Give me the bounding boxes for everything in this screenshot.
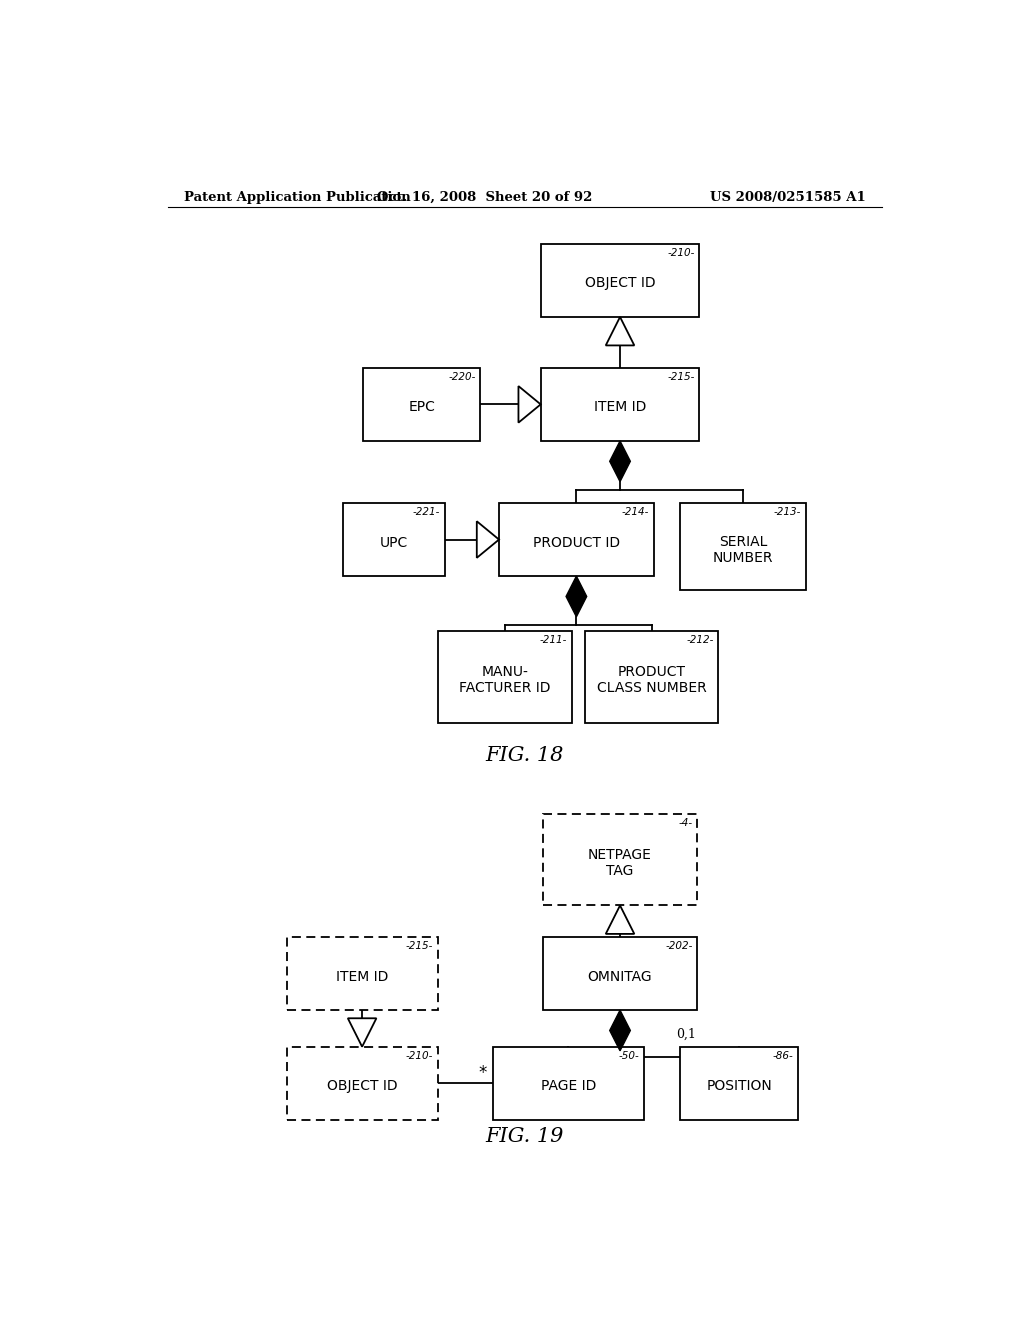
Text: -211-: -211- bbox=[540, 635, 567, 645]
Text: MANU-
FACTURER ID: MANU- FACTURER ID bbox=[459, 665, 551, 694]
FancyBboxPatch shape bbox=[541, 368, 699, 441]
Text: -221-: -221- bbox=[413, 507, 440, 517]
Polygon shape bbox=[477, 521, 499, 558]
Text: -210-: -210- bbox=[406, 1051, 433, 1061]
Text: OBJECT ID: OBJECT ID bbox=[327, 1080, 397, 1093]
FancyBboxPatch shape bbox=[680, 1047, 798, 1119]
Text: -202-: -202- bbox=[666, 941, 692, 950]
FancyBboxPatch shape bbox=[287, 937, 437, 1010]
Text: -4-: -4- bbox=[679, 818, 692, 828]
Polygon shape bbox=[606, 317, 634, 346]
Text: -214-: -214- bbox=[622, 507, 649, 517]
Text: EPC: EPC bbox=[409, 400, 435, 414]
Text: ITEM ID: ITEM ID bbox=[594, 400, 646, 414]
FancyBboxPatch shape bbox=[438, 631, 571, 722]
FancyBboxPatch shape bbox=[343, 503, 444, 576]
Text: SERIAL
NUMBER: SERIAL NUMBER bbox=[713, 535, 773, 565]
Text: FIG. 19: FIG. 19 bbox=[485, 1127, 564, 1146]
Text: PAGE ID: PAGE ID bbox=[541, 1080, 596, 1093]
Text: Oct. 16, 2008  Sheet 20 of 92: Oct. 16, 2008 Sheet 20 of 92 bbox=[378, 190, 593, 203]
Text: ITEM ID: ITEM ID bbox=[336, 970, 388, 983]
Text: -215-: -215- bbox=[668, 372, 694, 381]
Text: *: * bbox=[478, 1064, 487, 1082]
Text: -212-: -212- bbox=[686, 635, 714, 645]
Text: -50-: -50- bbox=[618, 1051, 639, 1061]
Text: -220-: -220- bbox=[449, 372, 475, 381]
Polygon shape bbox=[566, 576, 587, 616]
Text: 0,1: 0,1 bbox=[677, 1028, 696, 1041]
Text: OBJECT ID: OBJECT ID bbox=[585, 276, 655, 290]
Polygon shape bbox=[518, 385, 541, 422]
Text: PRODUCT
CLASS NUMBER: PRODUCT CLASS NUMBER bbox=[597, 665, 707, 694]
Polygon shape bbox=[609, 1010, 631, 1051]
Polygon shape bbox=[348, 1018, 377, 1047]
FancyBboxPatch shape bbox=[499, 503, 653, 576]
FancyBboxPatch shape bbox=[585, 631, 719, 722]
Text: POSITION: POSITION bbox=[707, 1080, 772, 1093]
Text: OMNITAG: OMNITAG bbox=[588, 970, 652, 983]
FancyBboxPatch shape bbox=[362, 368, 480, 441]
Polygon shape bbox=[606, 906, 634, 935]
Text: -86-: -86- bbox=[772, 1051, 793, 1061]
Text: US 2008/0251585 A1: US 2008/0251585 A1 bbox=[711, 190, 866, 203]
Text: -213-: -213- bbox=[773, 507, 801, 517]
FancyBboxPatch shape bbox=[541, 244, 699, 317]
Polygon shape bbox=[609, 441, 631, 482]
FancyBboxPatch shape bbox=[543, 937, 697, 1010]
FancyBboxPatch shape bbox=[680, 503, 806, 590]
FancyBboxPatch shape bbox=[287, 1047, 437, 1119]
Text: FIG. 18: FIG. 18 bbox=[485, 746, 564, 764]
FancyBboxPatch shape bbox=[543, 814, 697, 906]
Text: -215-: -215- bbox=[406, 941, 433, 950]
Text: Patent Application Publication: Patent Application Publication bbox=[183, 190, 411, 203]
Text: UPC: UPC bbox=[380, 536, 408, 549]
Text: NETPAGE
TAG: NETPAGE TAG bbox=[588, 847, 652, 878]
Text: -210-: -210- bbox=[668, 248, 694, 257]
FancyBboxPatch shape bbox=[494, 1047, 644, 1119]
Text: PRODUCT ID: PRODUCT ID bbox=[532, 536, 620, 549]
